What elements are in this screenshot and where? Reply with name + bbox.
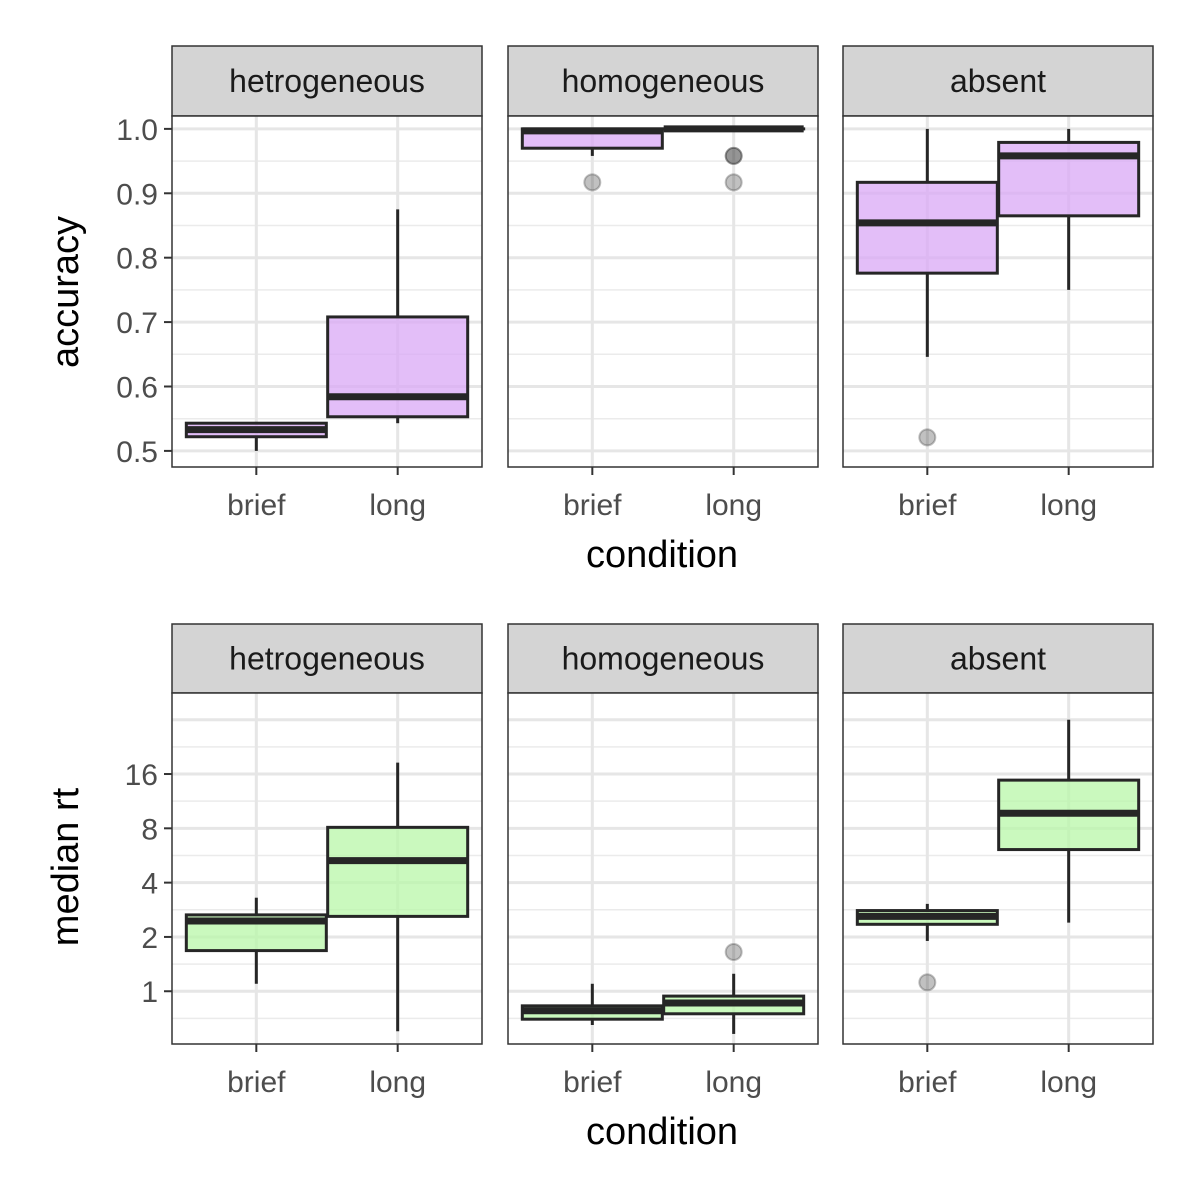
panel-background [508,116,818,467]
panel-rt-0: hetrogeneous brief long [171,623,483,1099]
box-long [662,943,806,1034]
x-tick-label: brief [563,1066,622,1099]
outlier-point [724,173,743,192]
outlier-point [918,973,937,992]
rt-y-axis-title: median rt [45,787,87,946]
facet-strip [842,623,1154,694]
panel-accuracy-2: absent brief long [842,45,1154,522]
y-tick-label: 1 [141,976,158,1009]
x-tick-label: long [1040,1066,1097,1099]
panel-border [171,115,483,468]
accuracy-x-axis-title: condition [586,534,738,576]
x-tick-label: long [705,1066,762,1099]
box-body [855,180,999,275]
box-long [326,209,470,424]
facet-strip [171,45,483,117]
box-brief [184,897,328,984]
y-tick-label: 0.5 [116,436,158,469]
box-brief [855,903,999,992]
y-tick-label: 0.9 [116,178,158,211]
facet-strip [171,623,483,694]
panel-rt-1: homogeneous brief long [507,623,819,1099]
box-long [326,762,470,1032]
panel-border [842,115,1154,468]
panel-border [507,692,819,1045]
box-body [326,315,470,419]
box-long [997,128,1141,290]
panel-rt-2: absent brief long [842,623,1154,1099]
box-brief [520,127,664,192]
outlier-point [918,428,937,447]
panel-border [842,692,1154,1045]
y-tick-label: 4 [141,868,158,901]
panel-accuracy-1: homogeneous brief long [507,45,819,522]
facet-strip [507,623,819,694]
box-brief [855,128,999,447]
x-tick-label: long [705,489,762,522]
x-tick-label: brief [227,489,286,522]
x-tick-label: brief [563,489,622,522]
facet-label: homogeneous [562,63,765,99]
panel-background [843,693,1153,1044]
y-tick-label: 0.7 [116,307,158,340]
x-tick-label: brief [898,1066,957,1099]
panel-border [507,115,819,468]
x-tick-label: brief [898,489,957,522]
facet-label: hetrogeneous [229,63,425,99]
box-long [997,719,1141,923]
box-brief [184,421,328,451]
facet-strip [842,45,1154,117]
outlier-point [724,146,743,165]
facet-label: homogeneous [562,641,765,677]
panel-background [508,693,818,1044]
y-tick-label: 2 [141,922,158,955]
accuracy-y-axis-title: accuracy [45,216,87,368]
y-tick-label: 8 [141,813,158,846]
outlier-point [724,943,743,962]
y-tick-label: 0.8 [116,243,158,276]
facet-strip [507,45,819,117]
y-tick-label: 16 [125,759,158,792]
facet-label: absent [950,63,1046,99]
panel-accuracy-0: hetrogeneous brief long [171,45,483,522]
y-tick-label: 1.0 [116,114,158,147]
x-tick-label: brief [227,1066,286,1099]
outlier-point [724,146,743,165]
panel-border [171,692,483,1045]
box-body [326,825,470,918]
facet-label: hetrogeneous [229,641,425,677]
x-tick-label: long [369,1066,426,1099]
outlier-point [583,173,602,192]
x-tick-label: long [1040,489,1097,522]
y-tick-label: 0.6 [116,371,158,404]
facet-label: absent [950,641,1046,677]
rt-x-axis-title: condition [586,1111,738,1153]
x-tick-label: long [369,489,426,522]
box-long [662,125,806,192]
